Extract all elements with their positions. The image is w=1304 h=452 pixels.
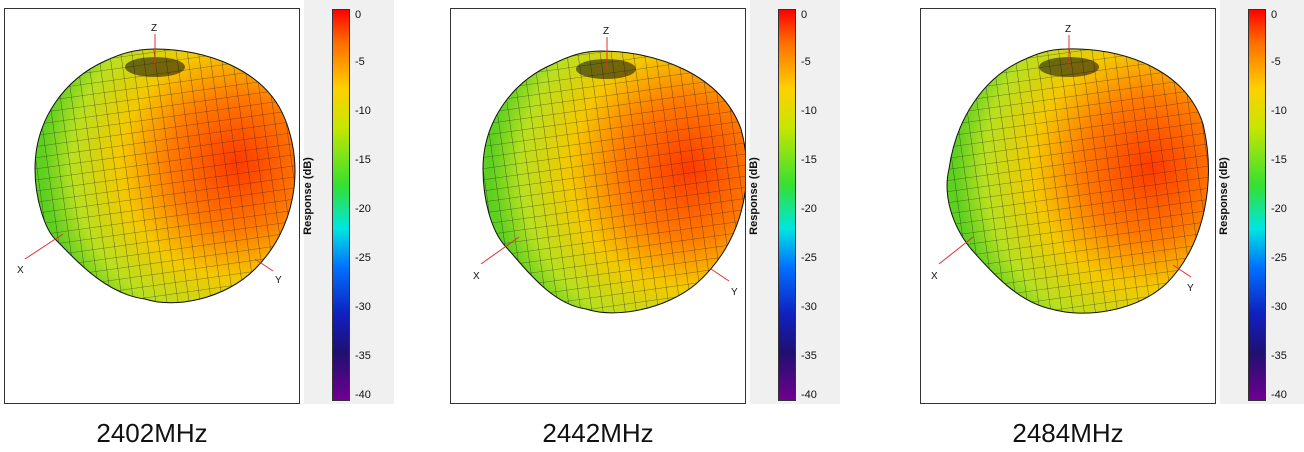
colorbar-tick: -40 (355, 389, 371, 401)
y-axis-label: Y (1187, 283, 1194, 294)
colorbar-tick: -25 (355, 252, 371, 264)
colorbar: Response (dB) 0 -5 -10 -15 -20 -25 -30 -… (302, 0, 394, 404)
colorbar-tick: -25 (1271, 252, 1287, 264)
colorbar-tick: -20 (355, 203, 371, 215)
colorbar: Response (dB) 0 -5 -10 -15 -20 -25 -30 -… (748, 0, 840, 404)
colorbar: Response (dB) 0 -5 -10 -15 -20 -25 -30 -… (1218, 0, 1304, 404)
radiation-plot: Z X Y (4, 8, 300, 404)
colorbar-tick: 0 (801, 9, 808, 21)
pattern-panel-2442: Z X Y Response (dB) 0 -5 -10 -15 -20 -25… (450, 0, 850, 452)
colorbar-title: Response (dB) (748, 157, 760, 235)
radiation-plot: Z X Y (450, 8, 746, 404)
x-axis-line (480, 236, 520, 265)
z-axis-label: Z (1065, 24, 1071, 35)
colorbar-tick: -40 (801, 389, 817, 401)
colorbar-gradient (332, 9, 350, 401)
radiation-plot: Z X Y (920, 8, 1216, 404)
x-axis-line (24, 233, 64, 260)
pattern-panel-2402: Z X Y Response (dB) 0 -5 -10 -15 -20 -25… (4, 0, 404, 452)
y-axis-line (1172, 264, 1192, 278)
colorbar-tick: -35 (1271, 350, 1287, 362)
radiation-pattern-surface (946, 48, 1209, 314)
colorbar-tick: -5 (801, 56, 811, 68)
colorbar-tick: -35 (355, 350, 371, 362)
colorbar-title: Response (dB) (302, 157, 314, 235)
colorbar-tick: 0 (355, 9, 362, 21)
colorbar-tick: 0 (1271, 9, 1278, 21)
x-axis-label: X (17, 265, 24, 276)
colorbar-tick: -30 (1271, 301, 1287, 313)
colorbar-tick: -30 (355, 301, 371, 313)
colorbar-tick: -30 (801, 301, 817, 313)
z-axis-label: Z (603, 26, 609, 37)
radiation-pattern-surface (34, 48, 296, 304)
colorbar-tick: -10 (801, 105, 817, 117)
colorbar-tick: -15 (355, 154, 371, 166)
y-axis-line (254, 258, 274, 272)
colorbar-tick: -20 (1271, 203, 1287, 215)
y-axis-line (710, 268, 730, 282)
x-axis-label: X (931, 271, 938, 282)
colorbar-tick: -5 (355, 56, 365, 68)
colorbar-tick: -35 (801, 350, 817, 362)
colorbar-tick: -40 (1271, 389, 1287, 401)
frequency-label: 2484MHz (1012, 418, 1124, 448)
colorbar-tick: -10 (1271, 105, 1287, 117)
colorbar-gradient (1248, 9, 1266, 401)
colorbar-tick: -15 (1271, 154, 1287, 166)
frequency-label: 2442MHz (542, 418, 654, 448)
colorbar-tick: -10 (355, 105, 371, 117)
x-axis-label: X (473, 271, 480, 282)
colorbar-tick: -20 (801, 203, 817, 215)
colorbar-title: Response (dB) (1218, 157, 1230, 235)
radiation-pattern-surface (482, 50, 745, 314)
colorbar-tick: -25 (801, 252, 817, 264)
y-axis-label: Y (731, 287, 738, 298)
x-axis-line (938, 236, 974, 265)
colorbar-gradient (778, 9, 796, 401)
colorbar-tick: -5 (1271, 56, 1281, 68)
frequency-label: 2402MHz (96, 418, 208, 448)
z-axis-label: Z (151, 23, 157, 34)
colorbar-tick: -15 (801, 154, 817, 166)
pattern-panel-2484: Z X Y Response (dB) 0 -5 -10 -15 -20 -25… (920, 0, 1304, 452)
y-axis-label: Y (275, 275, 282, 286)
